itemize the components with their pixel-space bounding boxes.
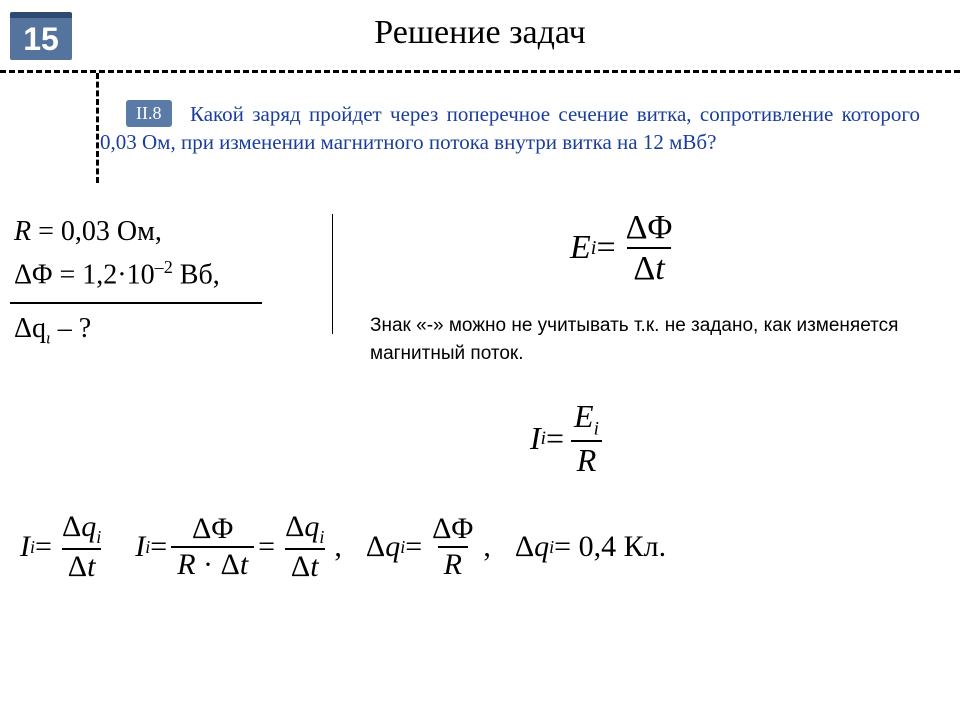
formula-ohm: Ii = Ei R — [530, 398, 609, 479]
formula-row: Ii = Δqi Δt Ii = ΔΦ R · Δt = Δqi Δt , — [20, 510, 940, 584]
symbol-emf: E — [570, 229, 591, 267]
comma: , — [334, 530, 342, 564]
problem-statement: Какой заряд пройдет через поперечное сеч… — [100, 100, 920, 157]
chain-n1: ΔΦ — [186, 512, 239, 547]
chain-d1-R: R — [177, 548, 195, 581]
given-separator — [332, 214, 333, 334]
result-q: q — [534, 530, 549, 564]
comma: , — [483, 530, 491, 564]
chain-n2-delta: Δ — [285, 510, 304, 543]
formula-result: Δqi = 0,4 Кл. — [515, 530, 666, 564]
ohm-num-sub: i — [594, 418, 599, 439]
given-phi-unit: Вб, — [173, 260, 220, 291]
given-R-value: = 0,03 Ом, — [31, 216, 162, 247]
result-value: = 0,4 Кл. — [554, 530, 666, 564]
note-text: Знак «-» можно не учитывать т.к. не зада… — [370, 312, 930, 367]
given-phi-exp: –2 — [155, 257, 173, 277]
given-block: R = 0,03 Ом, ΔΦ = 1,2·10–2 Вб, Δqι – ? — [14, 210, 220, 352]
given-q-suffix: – ? — [51, 313, 91, 344]
chain-d1-t: t — [240, 548, 248, 581]
formula-chain: Ii = ΔΦ R · Δt = Δqi Δt , — [135, 510, 342, 584]
result-delta: Δ — [515, 530, 534, 564]
chain-n2-q: q — [304, 510, 319, 543]
formula-I-eq-dqdt: Ii = Δqi Δt — [20, 510, 111, 584]
dq-den: R — [438, 546, 468, 583]
dq-num: ΔΦ — [426, 512, 479, 547]
Iq-num-sub: i — [96, 527, 101, 547]
formula-emf: Ei = ΔΦ Δt — [570, 208, 682, 288]
divider-vertical — [96, 73, 99, 183]
equals: = — [150, 530, 167, 564]
formula-dq: Δqi = ΔΦ R , — [366, 512, 491, 583]
given-R: R = 0,03 Ом, — [14, 210, 220, 253]
Iq-I: I — [20, 530, 30, 564]
ohm-num-E: E — [574, 398, 594, 434]
given-phi: ΔΦ = 1,2·10–2 Вб, — [14, 253, 220, 297]
Iq-den-t: t — [87, 550, 95, 583]
ohm-den-R: R — [571, 440, 603, 479]
equals: = — [596, 229, 615, 267]
divider-horizontal — [0, 70, 960, 73]
emf-den-delta: Δ — [633, 250, 655, 287]
equals: = — [35, 530, 52, 564]
chain-d1-delta: Δ — [221, 548, 240, 581]
given-phi-label: ΔΦ = 1,2·10 — [14, 260, 155, 291]
emf-numerator: ΔΦ — [620, 208, 679, 247]
Iq-den-delta: Δ — [68, 550, 87, 583]
chain-d2-delta: Δ — [291, 550, 310, 583]
given-q-label: Δq — [14, 313, 46, 344]
chain-d2-t: t — [310, 550, 318, 583]
chain-d1-dot: · — [196, 548, 221, 581]
chain-n2-sub: i — [319, 527, 324, 547]
equals: = — [546, 420, 564, 457]
slide: 15 Решение задач II.8 Какой заряд пройде… — [0, 0, 960, 720]
given-question: Δqι – ? — [14, 307, 220, 352]
chain-I: I — [135, 530, 145, 564]
Iq-num-q: q — [81, 510, 96, 543]
equals: = — [258, 530, 275, 564]
Iq-num-delta: Δ — [62, 510, 81, 543]
equals: = — [405, 530, 422, 564]
ohm-I: I — [530, 420, 541, 457]
given-divider — [10, 302, 262, 304]
given-R-symbol: R — [14, 216, 31, 247]
page-title: Решение задач — [0, 14, 960, 52]
emf-den-t: t — [655, 250, 664, 287]
dq-q: q — [385, 530, 400, 564]
problem-statement-text: Какой заряд пройдет через поперечное сеч… — [100, 102, 920, 154]
dq-delta: Δ — [366, 530, 385, 564]
